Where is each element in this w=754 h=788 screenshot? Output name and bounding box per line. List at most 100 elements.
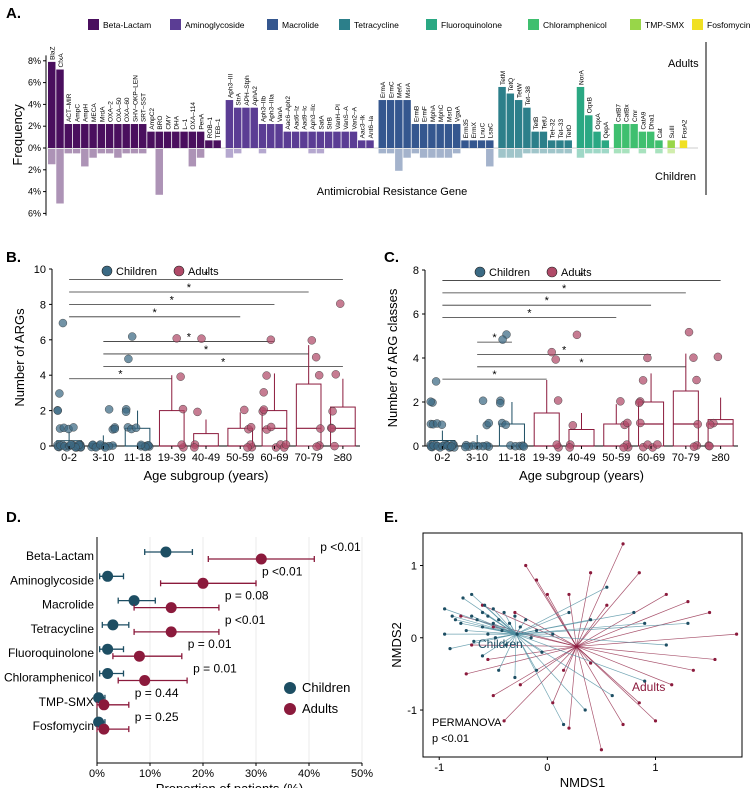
panel-a-gene-label: CfxA xyxy=(58,53,65,68)
adults-spider-line xyxy=(576,594,667,647)
panel-a-gene-label: MefA xyxy=(397,82,404,98)
panel-a-ytick-label: 4% xyxy=(28,99,41,109)
data-point xyxy=(172,334,181,343)
data-point xyxy=(53,406,62,415)
children-spider-line xyxy=(514,634,517,678)
panel-a-gene-label: MphA xyxy=(430,104,437,122)
panel-a-bar-adults xyxy=(205,140,213,148)
panel-a-legend-swatch xyxy=(267,19,278,30)
y-axis-title: Number of ARG classes xyxy=(385,288,400,427)
children-sample-point xyxy=(686,621,690,625)
panel-a-bar-adults xyxy=(138,124,147,148)
panel-a-legend-swatch xyxy=(528,19,539,30)
data-point xyxy=(266,422,276,432)
xtick-label: 30% xyxy=(245,768,267,780)
xtick-label: 0 xyxy=(544,762,550,774)
panel-a-ytick-label: 4% xyxy=(28,187,41,197)
ytick-label: 1 xyxy=(411,561,417,573)
adults-sample-point xyxy=(518,683,522,687)
panel-a-legend-swatch xyxy=(692,19,703,30)
panel-a-gene-label: OqxB xyxy=(587,97,594,113)
xtick-label: 0-2 xyxy=(61,452,77,464)
panel-a-gene-label: ErmC xyxy=(388,81,395,98)
p-value-label: p <0.01 xyxy=(225,613,266,627)
xtick-label: ≥80 xyxy=(711,452,729,464)
panel-a-bar-adults xyxy=(172,131,180,148)
data-point xyxy=(197,334,206,343)
panel-a-bar-children xyxy=(523,149,531,154)
panel-a-bar-adults xyxy=(585,115,593,148)
panel-a-gene-label: OXA–50 xyxy=(116,97,123,122)
panel-a-gene-label: SHV–OKP–LEN xyxy=(132,75,139,122)
panel-a-bar-adults xyxy=(630,124,638,148)
permanova-title: PERMANOVA xyxy=(432,717,502,729)
panel-a-ytick-label: 6% xyxy=(28,208,41,218)
data-point xyxy=(634,398,644,408)
panel-a-bar-children xyxy=(667,149,675,154)
children-sample-point xyxy=(664,643,668,647)
panel-a-legend-label: Beta-Lactam xyxy=(103,20,151,30)
panel-a-bar-adults xyxy=(180,131,188,148)
panel-a-ytick-label: 8% xyxy=(28,56,41,66)
adults-sample-point xyxy=(691,668,695,672)
panel-a-bar-children xyxy=(556,149,564,154)
adults-spider-line xyxy=(552,646,577,703)
sig-star: * xyxy=(579,271,584,283)
panel-a-x-axis-title: Antimicrobial Resistance Gene xyxy=(317,186,467,198)
panel-a-ytick-label: 2% xyxy=(28,165,41,175)
children-sample-point xyxy=(486,614,490,618)
mean-bar xyxy=(672,390,699,447)
children-group-label: Children xyxy=(478,637,523,651)
panel-a-bar-children xyxy=(97,149,106,154)
panel-a-bar-children xyxy=(386,149,395,154)
data-point xyxy=(478,396,488,405)
panel-a-bar-children xyxy=(638,149,647,154)
p-value-label: p = 0.25 xyxy=(135,710,179,724)
panel-a-bar-children xyxy=(138,149,147,154)
children-sample-point xyxy=(515,632,519,636)
panel-a-ytick-label: 2% xyxy=(28,121,41,131)
panel-a-bar-children xyxy=(155,149,163,195)
ytick-label: 0 xyxy=(40,441,46,453)
panel-a-bar-adults xyxy=(593,131,601,148)
children-spider-line xyxy=(515,612,570,635)
panel-a-bar-adults xyxy=(622,124,630,148)
children-spider-line xyxy=(487,615,517,635)
panel-a-bar-adults xyxy=(81,124,89,148)
panel-a-bar-adults xyxy=(667,140,675,148)
data-point xyxy=(636,418,645,428)
panel-a-gene-label: FosA2 xyxy=(681,119,688,138)
panel-a-bar-adults xyxy=(366,140,374,148)
panel-a-bar-children xyxy=(444,149,453,158)
children-spider-line xyxy=(466,630,517,635)
adults-estimate xyxy=(165,626,177,638)
children-sample-point xyxy=(443,607,447,611)
children-sample-point xyxy=(605,585,609,589)
children-sample-point xyxy=(529,636,533,640)
panel-a-group-top: Adults xyxy=(668,58,699,70)
xtick-label: 11-18 xyxy=(498,452,525,464)
legend-adults-label: Adults xyxy=(561,267,592,279)
children-estimate xyxy=(107,619,119,631)
p-value-label: p <0.01 xyxy=(320,540,361,554)
panel-a-bar-adults xyxy=(601,140,610,148)
children-sample-point xyxy=(472,639,476,643)
legend-children-marker xyxy=(474,266,486,278)
panel-a-gene-label: ErmF xyxy=(422,106,429,122)
xtick-label: 0-2 xyxy=(434,452,450,464)
children-sample-point xyxy=(610,693,614,698)
children-spider-line xyxy=(515,633,645,682)
class-label: Fosfomycin xyxy=(33,719,94,733)
children-spider-line xyxy=(493,608,517,635)
panel-a-bar-adults xyxy=(547,140,556,148)
children-spider-line xyxy=(515,633,667,646)
panel-a-bar-children xyxy=(531,149,539,154)
panel-a-gene-label: ROB–1 xyxy=(207,117,214,139)
panel-a-bar-adults xyxy=(576,86,585,148)
panel-a-gene-label: MECA xyxy=(91,103,98,122)
panel-a-ytick-label: 0% xyxy=(28,143,41,153)
panel-a-bar-children xyxy=(564,149,572,154)
sig-star: * xyxy=(204,344,209,356)
children-sample-point xyxy=(589,618,593,622)
